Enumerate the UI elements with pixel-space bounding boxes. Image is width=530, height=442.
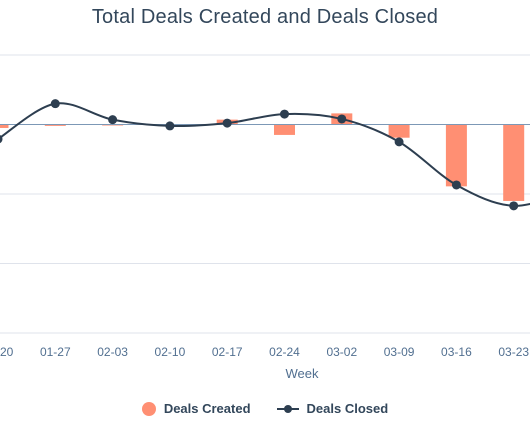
x-tick-label: 01-27	[40, 345, 71, 359]
x-tick-label: 02-17	[212, 345, 243, 359]
legend-item-deals-closed[interactable]: Deals Closed	[276, 401, 389, 416]
legend-label-deals-created: Deals Created	[163, 401, 251, 416]
x-tick-label: 02-03	[97, 345, 128, 359]
point-deals-closed	[165, 121, 175, 131]
chart-title: Total Deals Created and Deals Closed	[91, 6, 439, 28]
x-tick-label: 03-23	[498, 345, 529, 359]
point-deals-closed	[108, 115, 118, 125]
point-deals-closed	[280, 109, 289, 119]
bar-deals-created	[274, 124, 295, 135]
bar-deals-created	[44, 124, 66, 126]
point-deals-closed	[0, 135, 3, 144]
x-tick-label: 02-24	[269, 345, 300, 359]
bar-deals-created	[0, 124, 9, 128]
bar-deals-created	[503, 124, 525, 201]
legend-label-deals-closed: Deals Closed	[306, 401, 389, 416]
point-deals-closed	[394, 137, 404, 147]
point-deals-closed	[222, 118, 232, 128]
point-deals-closed	[509, 201, 519, 211]
x-tick-label: 03-16	[441, 345, 472, 359]
point-deals-closed	[451, 180, 461, 190]
legend: Deals Created Deals Closed	[0, 401, 530, 416]
x-tick-label: 02-10	[155, 345, 186, 359]
deals-closed-swatch-icon	[276, 402, 299, 416]
x-axis-label: Week	[286, 366, 319, 381]
legend-item-deals-created[interactable]: Deals Created	[141, 401, 251, 416]
point-deals-closed	[50, 99, 60, 109]
x-tick-label: 01-20	[0, 345, 14, 359]
x-tick-label: 03-09	[384, 345, 415, 359]
point-deals-closed	[337, 114, 347, 124]
bar-deals-created	[445, 124, 467, 187]
deals-created-swatch-icon	[141, 401, 156, 416]
bar-deals-created	[388, 124, 410, 138]
x-tick-label: 03-02	[326, 345, 357, 359]
